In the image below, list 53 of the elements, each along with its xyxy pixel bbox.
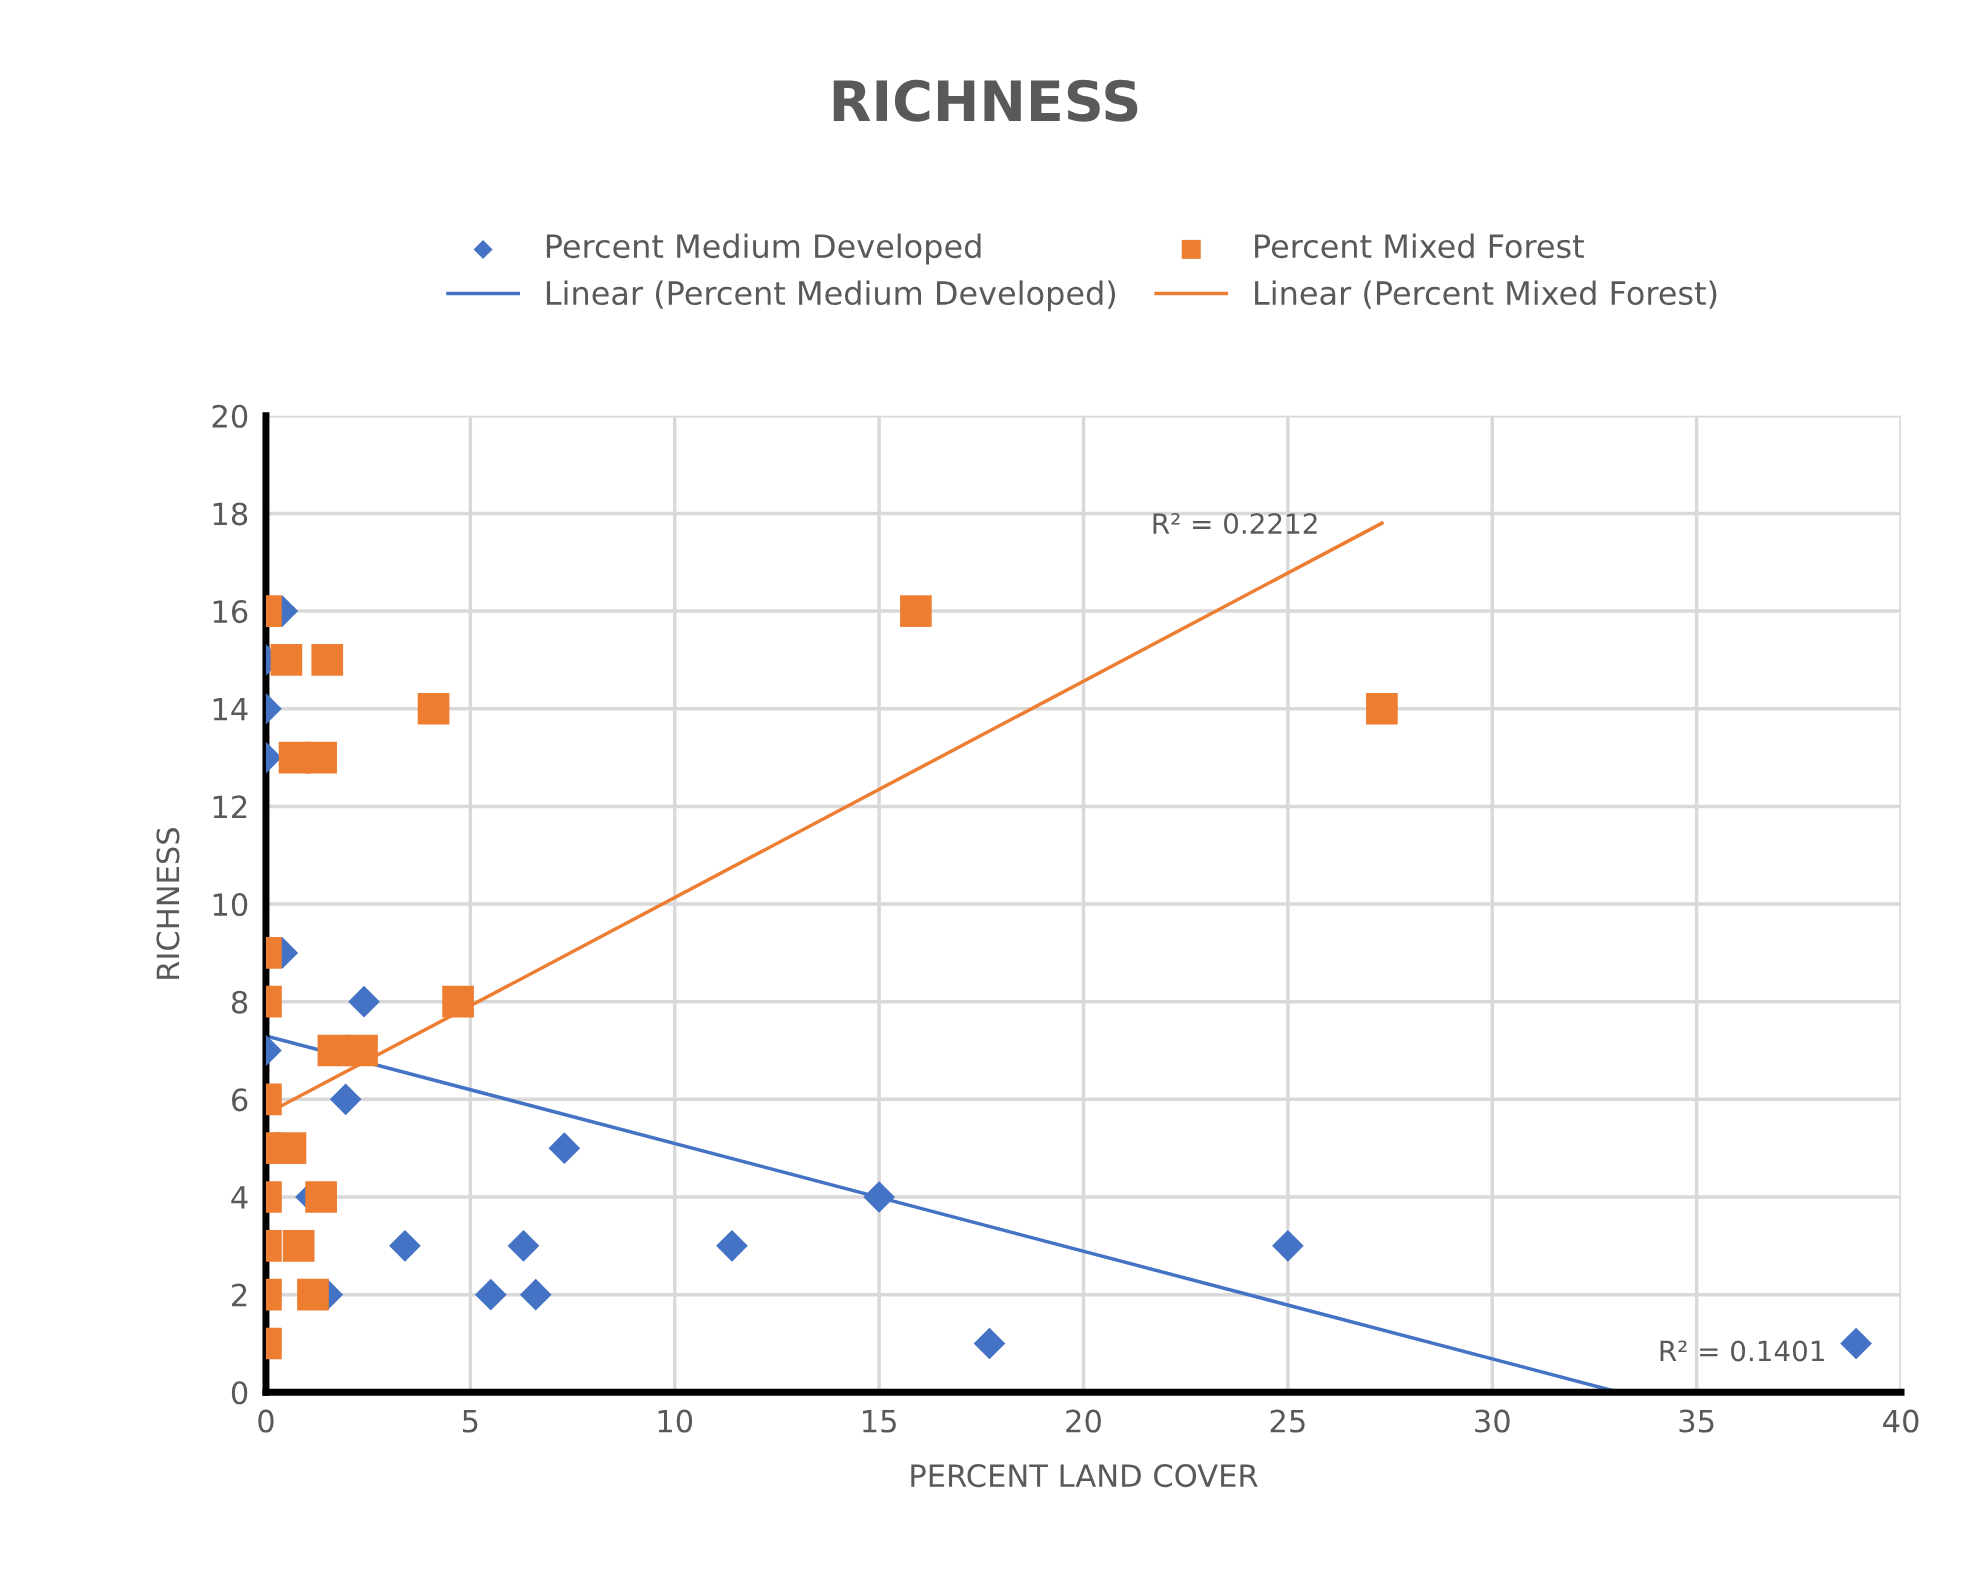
- point: [442, 985, 474, 1018]
- x-tick-label: 15: [863, 1409, 896, 1433]
- x-tick-label: 10: [658, 1409, 693, 1433]
- y-tick-label: 20: [212, 404, 248, 428]
- point: [282, 1229, 315, 1262]
- x-tick-label: 25: [1270, 1409, 1305, 1433]
- point: [389, 1229, 421, 1262]
- point: [348, 985, 380, 1018]
- x-tick-label: 20: [1066, 1409, 1101, 1433]
- point: [1272, 1229, 1304, 1262]
- x-tick-label: 35: [1679, 1409, 1714, 1433]
- legend-label: Linear (Percent Medium Developed): [546, 280, 1116, 312]
- x-tick-label: 0: [258, 1409, 274, 1433]
- x-axis-title: PERCENT LAND COVER: [911, 1464, 1258, 1488]
- point: [329, 1083, 362, 1116]
- point: [305, 741, 337, 774]
- y-tick-label: 6: [231, 1088, 248, 1112]
- y-tick-label: 8: [231, 990, 248, 1014]
- y-tick-label: 16: [213, 600, 248, 624]
- annotation: R² = 0.2212: [1153, 513, 1317, 535]
- y-tick-label: 4: [231, 1186, 248, 1209]
- point: [716, 1229, 748, 1262]
- point: [900, 595, 932, 627]
- y-tick-label: 18: [213, 502, 248, 526]
- point: [863, 1181, 895, 1213]
- point: [973, 1327, 1006, 1360]
- point: [507, 1229, 540, 1262]
- chart-title: RICHNESS: [833, 79, 1138, 122]
- point: [274, 1132, 307, 1165]
- legend-label: Percent Medium Developed: [546, 233, 981, 265]
- x-tick-label: 40: [1883, 1409, 1919, 1433]
- point: [311, 644, 344, 676]
- legend-label: Percent Mixed Forest: [1255, 233, 1584, 259]
- point: [548, 1132, 581, 1165]
- x-tick-label: 30: [1475, 1409, 1510, 1433]
- point: [1840, 1327, 1872, 1360]
- legend-label: Linear (Percent Mixed Forest): [1255, 280, 1717, 309]
- y-tick-label: 14: [213, 698, 248, 721]
- point: [417, 692, 450, 725]
- point: [270, 644, 303, 676]
- y-tick-label: 12: [213, 795, 247, 819]
- point: [1366, 692, 1398, 725]
- x-tick-label: 5: [462, 1409, 478, 1433]
- point: [519, 1278, 552, 1311]
- y-tick-label: 10: [213, 892, 248, 917]
- point: [305, 1181, 337, 1213]
- y-tick-label: 2: [232, 1283, 247, 1307]
- point: [346, 1034, 378, 1067]
- y-axis-title: RICHNESS: [156, 828, 180, 979]
- point: [297, 1278, 329, 1311]
- point: [474, 1278, 507, 1311]
- annotation: R² = 0.1401: [1660, 1340, 1824, 1362]
- y-tick-label: 0: [231, 1381, 248, 1405]
